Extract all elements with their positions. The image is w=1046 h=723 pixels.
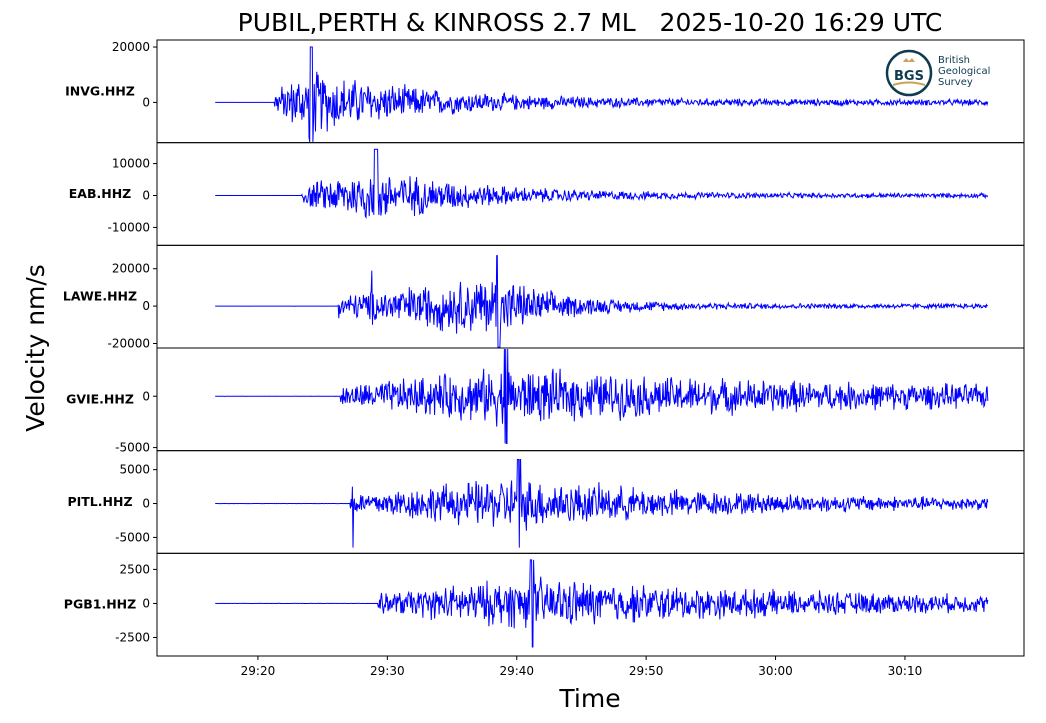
y-tick-label: 5000	[119, 463, 150, 477]
y-tick-label: 0	[142, 95, 150, 109]
x-tick-label: 30:10	[888, 664, 923, 678]
y-tick-label: 0	[142, 497, 150, 511]
panel-frame	[156, 244, 1025, 349]
y-tick-label: 20000	[112, 262, 150, 276]
y-tick-label: -5000	[115, 530, 150, 544]
panel-frame	[156, 552, 1025, 657]
x-axis-label: Time	[558, 684, 620, 713]
bgs-logo: BGS British Geological Survey	[885, 49, 990, 97]
y-tick-label: 0	[142, 389, 150, 403]
y-tick-label: -2500	[115, 630, 150, 644]
svg-text:BGS: BGS	[894, 69, 924, 84]
trace-panel-pitl-hhz: PITL.HHZ 5000 0 -5000	[67, 450, 1025, 554]
station-label: EAB.HHZ	[69, 186, 131, 201]
waveform-line	[215, 559, 989, 648]
waveform-line	[215, 148, 989, 220]
svg-text:British: British	[938, 55, 970, 66]
y-tick-label: 10000	[112, 157, 150, 171]
y-tick-label: 2500	[119, 562, 150, 576]
trace-panel-eab-hhz: EAB.HHZ 10000 0 -10000	[69, 142, 1025, 246]
x-tick-label: 29:30	[370, 664, 405, 678]
x-tick-label: 29:20	[241, 664, 276, 678]
waveform-line	[215, 459, 989, 548]
y-tick-label: -20000	[107, 337, 150, 351]
y-axis-label: Velocity nm/s	[21, 264, 50, 432]
y-tick-label: 0	[142, 299, 150, 313]
trace-panel-invg-hhz: INVG.HHZ 20000 0	[65, 39, 1025, 144]
y-tick-label: 20000	[112, 40, 150, 54]
waveform-line	[215, 348, 989, 444]
waveform-line	[215, 255, 988, 348]
station-label: LAWE.HHZ	[63, 289, 137, 304]
x-tick-label: 29:50	[629, 664, 664, 678]
svg-text:Survey: Survey	[938, 77, 973, 88]
chart-title: PUBIL,PERTH & KINROSS 2.7 ML 2025-10-20 …	[238, 8, 943, 37]
station-label: PITL.HHZ	[67, 494, 132, 509]
station-label: GVIE.HHZ	[66, 391, 134, 406]
trace-panel-pgb1-hhz: PGB1.HHZ 2500 0 -2500	[64, 552, 1025, 657]
y-tick-label: 0	[142, 596, 150, 610]
station-label: INVG.HHZ	[65, 83, 135, 98]
trace-panel-lawe-hhz: LAWE.HHZ 20000 0 -20000	[63, 244, 1025, 351]
x-tick-label: 30:00	[758, 664, 793, 678]
waveform-line	[215, 46, 989, 142]
trace-panel-gvie-hhz: GVIE.HHZ 0 -5000	[66, 347, 1025, 455]
station-label: PGB1.HHZ	[64, 597, 136, 612]
svg-text:Geological: Geological	[938, 66, 990, 77]
y-tick-label: -10000	[107, 220, 150, 234]
x-tick-label: 29:40	[499, 664, 534, 678]
y-tick-label: -5000	[115, 441, 150, 455]
y-tick-label: 0	[142, 188, 150, 202]
